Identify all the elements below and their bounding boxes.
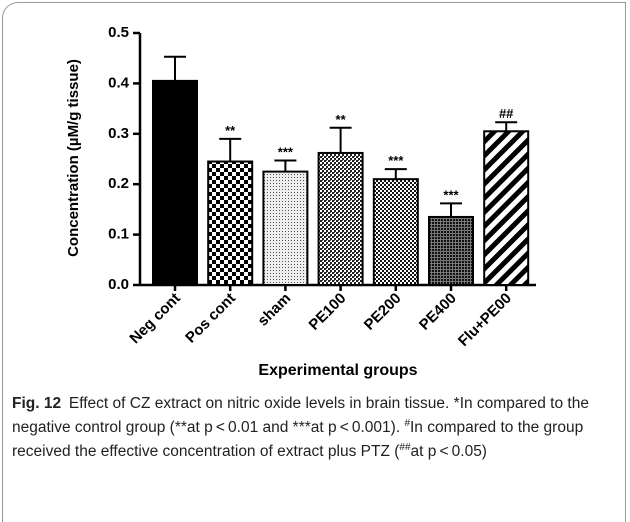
caption-superscript: ## bbox=[399, 441, 411, 453]
x-axis-label: Experimental groups bbox=[258, 362, 417, 379]
caption-superscript: # bbox=[404, 417, 410, 429]
x-tick-label: Neg cont bbox=[126, 290, 183, 347]
y-axis-label: Concentration (µM/g tissue) bbox=[65, 59, 82, 257]
x-tick-label: PE400 bbox=[416, 290, 460, 334]
significance-label: *** bbox=[443, 187, 459, 202]
caption-text: at p < 0.05) bbox=[410, 443, 487, 460]
x-tick-label: Flu+PE00 bbox=[455, 290, 515, 350]
x-tick-label: PE100 bbox=[306, 290, 350, 334]
y-tick-label: 0.3 bbox=[108, 125, 129, 142]
bar bbox=[317, 151, 364, 286]
x-tick-label: sham bbox=[254, 290, 294, 330]
bar bbox=[262, 170, 309, 287]
y-tick-label: 0.2 bbox=[108, 175, 129, 192]
caption-label: Fig. 12 bbox=[12, 395, 62, 412]
bar bbox=[207, 160, 254, 287]
x-tick-label: Pos cont bbox=[182, 290, 239, 347]
y-tick-label: 0.0 bbox=[108, 276, 129, 293]
caption-text: In compared to the group received the ef… bbox=[12, 419, 584, 460]
figure-caption: Fig. 12 Effect of CZ extract on nitric o… bbox=[12, 392, 618, 464]
bar bbox=[483, 130, 530, 286]
bar bbox=[428, 215, 474, 287]
bar bbox=[152, 79, 198, 286]
y-tick-label: 0.1 bbox=[108, 226, 129, 243]
x-tick-label: PE200 bbox=[361, 290, 405, 334]
chart: Concentration (µM/g tissue) Experimental… bbox=[65, 24, 536, 379]
significance-label: *** bbox=[278, 145, 294, 160]
significance-label: ** bbox=[336, 112, 347, 127]
caption-text: Effect of CZ extract on nitric oxide lev… bbox=[12, 395, 589, 436]
bar bbox=[372, 178, 419, 286]
y-tick-label: 0.5 bbox=[108, 24, 129, 41]
significance-label: ## bbox=[499, 106, 514, 121]
significance-label: *** bbox=[388, 153, 404, 168]
y-tick-label: 0.4 bbox=[108, 74, 130, 91]
significance-label: ** bbox=[225, 123, 236, 138]
